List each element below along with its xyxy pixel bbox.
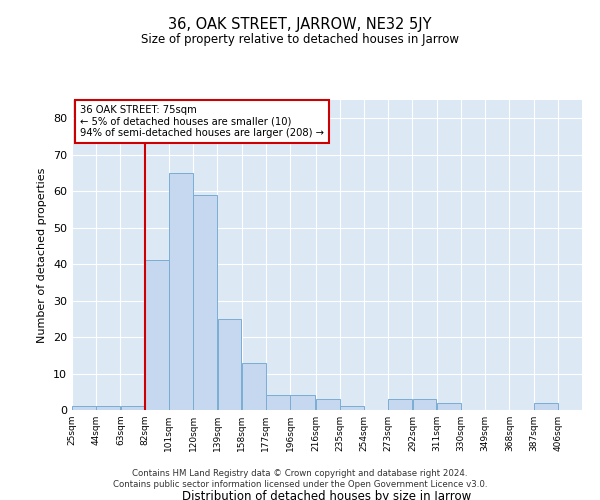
Bar xyxy=(388,399,412,410)
Bar xyxy=(72,406,96,410)
Text: 36 OAK STREET: 75sqm
← 5% of detached houses are smaller (10)
94% of semi-detach: 36 OAK STREET: 75sqm ← 5% of detached ho… xyxy=(80,104,323,138)
Bar xyxy=(340,406,364,410)
Bar xyxy=(290,396,315,410)
Bar xyxy=(121,406,145,410)
X-axis label: Distribution of detached houses by size in Jarrow: Distribution of detached houses by size … xyxy=(182,490,472,500)
Bar xyxy=(413,399,436,410)
Bar xyxy=(437,402,461,410)
Text: Contains HM Land Registry data © Crown copyright and database right 2024.: Contains HM Land Registry data © Crown c… xyxy=(132,468,468,477)
Bar xyxy=(316,399,340,410)
Bar xyxy=(218,319,241,410)
Bar xyxy=(534,402,557,410)
Text: Contains public sector information licensed under the Open Government Licence v3: Contains public sector information licen… xyxy=(113,480,487,489)
Text: Size of property relative to detached houses in Jarrow: Size of property relative to detached ho… xyxy=(141,32,459,46)
Bar xyxy=(97,406,120,410)
Bar xyxy=(193,195,217,410)
Text: 36, OAK STREET, JARROW, NE32 5JY: 36, OAK STREET, JARROW, NE32 5JY xyxy=(168,18,432,32)
Y-axis label: Number of detached properties: Number of detached properties xyxy=(37,168,47,342)
Bar xyxy=(242,362,266,410)
Bar xyxy=(145,260,169,410)
Bar xyxy=(169,173,193,410)
Bar xyxy=(266,396,290,410)
